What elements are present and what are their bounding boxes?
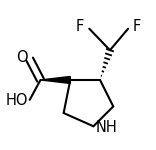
Polygon shape <box>41 76 70 83</box>
Text: NH: NH <box>96 120 118 135</box>
Text: HO: HO <box>6 93 28 108</box>
Text: O: O <box>16 50 28 65</box>
Text: F: F <box>132 19 141 34</box>
Text: F: F <box>76 19 84 34</box>
